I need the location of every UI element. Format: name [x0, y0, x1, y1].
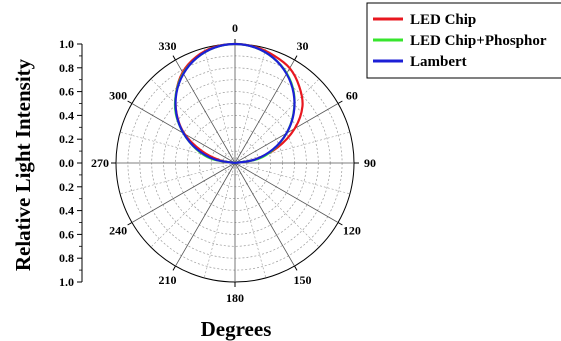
radial-tick-label: 0.4: [59, 108, 74, 122]
radial-tick-label: 0.6: [59, 85, 74, 99]
grid-spoke: [131, 162, 236, 223]
radial-tick-label: 0.0: [59, 156, 74, 170]
radial-tick-label: 1.0: [59, 37, 74, 51]
angle-tick-label: 60: [346, 89, 358, 103]
grid-spoke: [234, 162, 339, 223]
legend-label: LED Chip+Phosphor: [410, 33, 547, 49]
grid-spoke: [234, 162, 351, 195]
angle-tick: [127, 100, 133, 104]
grid-spoke: [119, 162, 236, 195]
radial-tick-label: 0.4: [59, 204, 74, 218]
x-axis-title: Degrees: [201, 317, 272, 341]
angle-tick: [172, 265, 176, 271]
legend: LED Chip LED Chip+Phosphor Lambert: [366, 2, 561, 79]
angle-tick-label: 30: [297, 39, 309, 53]
polar-grid: [111, 39, 359, 287]
angle-tick: [172, 55, 176, 61]
radial-tick-label: 0.8: [59, 251, 74, 265]
grid-spoke: [175, 59, 236, 164]
angle-tick-label: 90: [364, 156, 376, 170]
series-line-lambert: [174, 42, 296, 165]
legend-item: Lambert: [373, 54, 467, 70]
angle-tick-label: 240: [109, 224, 127, 238]
grid-spoke: [175, 162, 236, 267]
legend-item: LED Chip+Phosphor: [373, 33, 547, 49]
grid-spoke: [234, 47, 267, 164]
y-axis-title: Relative Light Intensity: [11, 58, 35, 271]
angle-tick-label: 300: [109, 89, 127, 103]
angle-tick-label: 0: [232, 21, 238, 35]
angle-tick: [127, 222, 133, 226]
angle-tick-labels: 0 30 60 90 120 150 180 210 240 270 300 330: [91, 21, 376, 305]
angle-tick: [294, 265, 298, 271]
grid-spoke: [234, 162, 295, 267]
angle-tick: [337, 222, 343, 226]
angle-tick-label: 180: [226, 291, 244, 305]
radial-tick-label: 0.2: [59, 180, 74, 194]
legend-item: LED Chip: [373, 12, 476, 28]
angle-tick-label: 150: [294, 273, 312, 287]
radial-tick-label: 1.0: [59, 275, 74, 289]
angle-tick-label: 120: [343, 224, 361, 238]
angle-tick-label: 270: [91, 156, 109, 170]
radial-tick-label: 0.8: [59, 61, 74, 75]
radial-axis: 0.0 0.2 0.2 0.4 0.4 0.6 0.6 0.8 0.8 1.0 1.0: [59, 37, 83, 289]
grid-spoke: [234, 59, 295, 164]
legend-label: LED Chip: [410, 12, 476, 28]
angle-tick: [337, 100, 343, 104]
angle-tick-label: 330: [159, 39, 177, 53]
angle-tick-label: 210: [159, 273, 177, 287]
radial-tick-label: 0.6: [59, 227, 74, 241]
angle-tick: [294, 55, 298, 61]
radial-tick-label: 0.2: [59, 132, 74, 146]
series-lines: [173, 42, 304, 165]
legend-label: Lambert: [410, 54, 467, 70]
